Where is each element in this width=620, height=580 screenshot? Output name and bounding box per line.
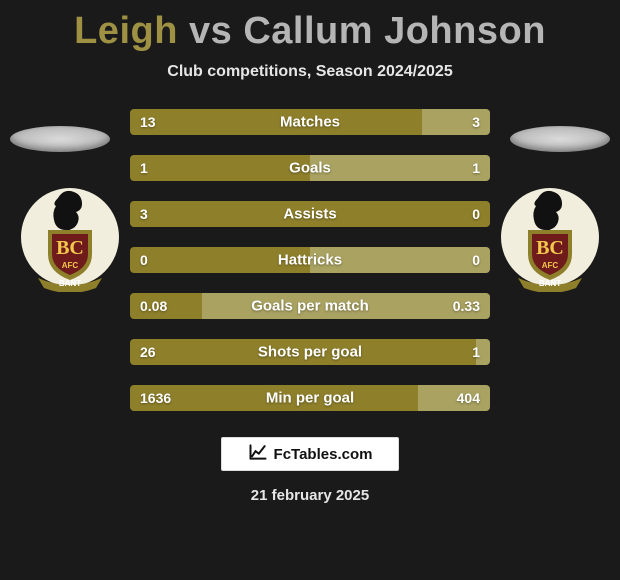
player-right-headshot-placeholder [510,126,610,152]
player-left-name: Leigh [74,10,178,52]
footer-date: 21 february 2025 [0,487,620,504]
stat-bar-left [130,339,476,365]
svg-text:AFC: AFC [542,261,559,270]
player-left-headshot-placeholder [10,126,110,152]
stat-row: Assists30 [130,201,490,227]
svg-text:BANT: BANT [539,279,561,288]
stat-bar-left [130,247,310,273]
page-title: Leigh vs Callum Johnson [0,0,620,53]
club-badge-right: BC AFC BANT [500,182,600,292]
stat-bar-left [130,201,490,227]
svg-text:BC: BC [536,237,564,259]
stat-bar-left [130,293,202,319]
branding-text: FcTables.com [274,446,373,463]
stat-bar-right [418,385,490,411]
stat-row: Goals11 [130,155,490,181]
stat-bar-left [130,155,310,181]
stat-bar-left [130,385,418,411]
stat-row: Shots per goal261 [130,339,490,365]
svg-text:BANT: BANT [59,279,81,288]
branding-box: FcTables.com [221,437,399,471]
stat-bar-right [422,109,490,135]
stat-bar-right [476,339,490,365]
club-badge-left: BC AFC BANT [20,182,120,292]
title-vs: vs [189,10,232,52]
stat-row: Min per goal1636404 [130,385,490,411]
chart-icon [248,442,268,466]
stat-bar-left [130,109,422,135]
stat-bar-right [202,293,490,319]
stat-bar-right [310,155,490,181]
stat-bar-right [310,247,490,273]
stat-row: Hattricks00 [130,247,490,273]
svg-text:BC: BC [56,237,84,259]
stat-row: Goals per match0.080.33 [130,293,490,319]
comparison-table: Matches133 Goals11 Assists30 Hattricks00 Goa… [130,109,490,411]
svg-text:AFC: AFC [62,261,79,270]
player-right-name: Callum Johnson [243,10,546,52]
stat-row: Matches133 [130,109,490,135]
subtitle: Club competitions, Season 2024/2025 [0,63,620,81]
